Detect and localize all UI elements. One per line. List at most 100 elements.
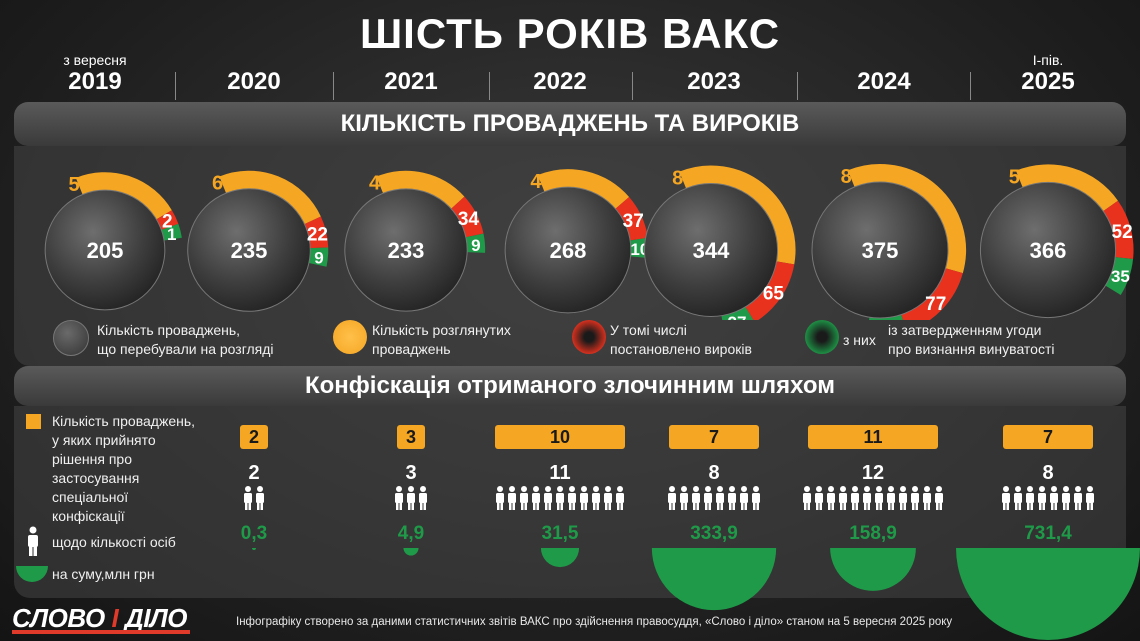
person-icon-leg: [840, 502, 843, 510]
person-icon: [852, 486, 858, 492]
person-icon-leg: [617, 502, 620, 510]
person-icon-leg: [509, 502, 512, 510]
person-icon: [28, 526, 38, 556]
person-icon-body: [815, 493, 823, 503]
person-icon-body: [419, 493, 427, 503]
verdicts-value: 2: [162, 212, 173, 233]
person-icon-leg: [753, 502, 756, 510]
verdicts-arc: [450, 196, 484, 238]
person-icon-body: [827, 493, 835, 503]
confiscation-chart: [244, 486, 1140, 640]
person-icon: [1015, 486, 1021, 492]
person-icon: [605, 486, 611, 492]
person-icon: [864, 486, 870, 492]
person-icon-leg: [879, 502, 882, 510]
person-icon: [1075, 486, 1081, 492]
person-icon-body: [668, 493, 676, 503]
person-icon: [581, 486, 587, 492]
person-icon-leg: [593, 502, 596, 510]
person-icon-leg: [705, 502, 708, 510]
person-icon-leg: [512, 502, 515, 510]
cases-arc-chart: 2055621235602292334834926849371034484652…: [44, 164, 1134, 320]
person-icon-body: [244, 493, 252, 503]
verdicts-arc: [304, 216, 329, 249]
considered-value: 49: [530, 171, 552, 193]
person-icon: [1063, 486, 1069, 492]
person-icon: [557, 486, 563, 492]
person-icons-2025: [1002, 486, 1094, 510]
total-value: 375: [862, 238, 899, 263]
person-icon-leg: [804, 502, 807, 510]
year-prefix: з вересня: [63, 52, 127, 68]
person-icon-body: [716, 493, 724, 503]
person-icon-body: [1050, 493, 1058, 503]
person-icon: [1039, 486, 1045, 492]
considered-value: 53: [1009, 167, 1031, 189]
verdicts-arc: [615, 197, 648, 241]
footer-logo: СЛОВО І ДІЛО: [12, 603, 188, 633]
person-icon: [497, 486, 503, 492]
legend-considered-swatch: [333, 320, 367, 354]
person-icon-leg: [807, 502, 810, 510]
year-label: 2021: [384, 68, 438, 95]
year-separator: [797, 72, 798, 100]
year-prefix: [809, 52, 959, 68]
person-icon-body: [395, 493, 403, 503]
person-icon-body: [923, 493, 931, 503]
sum-semicircle-2021: [403, 548, 419, 556]
person-icon-leg: [1027, 502, 1030, 510]
considered-value: 88: [841, 166, 863, 188]
person-icon: [533, 486, 539, 492]
person-icon: [396, 486, 402, 492]
verdicts-value: 65: [763, 284, 785, 305]
person-icon-body: [863, 493, 871, 503]
total-value: 344: [693, 238, 730, 263]
person-icon-leg: [596, 502, 599, 510]
person-icon-leg: [867, 502, 870, 510]
person-icon-body: [532, 493, 540, 503]
sum-semicircle-2022: [540, 548, 580, 568]
person-icon-leg: [1039, 502, 1042, 510]
year-label: 2020: [227, 68, 281, 95]
case-group-2024: 375 88 77 38: [811, 164, 967, 320]
cases-badge-2020: 2: [240, 425, 268, 449]
person-icon-body: [680, 493, 688, 503]
person-icon-leg: [1075, 502, 1078, 510]
person-icon-leg: [855, 502, 858, 510]
person-icon-leg: [399, 502, 402, 510]
person-icon: [681, 486, 687, 492]
year-separator: [175, 72, 176, 100]
considered-value: 84: [672, 168, 695, 190]
person-icon-body: [911, 493, 919, 503]
person-icon-leg: [912, 502, 915, 510]
total-circle: [187, 188, 311, 312]
year-2024: 2024: [809, 52, 959, 96]
person-icon: [840, 486, 846, 492]
person-icon: [669, 486, 675, 492]
person-icon: [1027, 486, 1033, 492]
persons-value-2024: 12: [861, 462, 885, 484]
person-icon-leg: [1015, 502, 1018, 510]
person-icon-leg: [545, 502, 548, 510]
total-value: 268: [550, 238, 587, 263]
person-icon: [521, 486, 527, 492]
verdicts-arc: [900, 267, 963, 320]
person-icon-body: [407, 493, 415, 503]
legend-verdicts-swatch: [572, 320, 606, 354]
sum-value-2023: 333,9: [690, 523, 738, 544]
person-icon-leg: [729, 502, 732, 510]
agreements-value: 35: [1111, 267, 1130, 286]
person-icon-leg: [497, 502, 500, 510]
person-icon-leg: [557, 502, 560, 510]
person-icon-leg: [819, 502, 822, 510]
person-icon-leg: [903, 502, 906, 510]
agreements-value: 27: [728, 313, 747, 320]
agreements-arc: [465, 233, 486, 253]
person-icon-leg: [924, 502, 927, 510]
person-icon-leg: [843, 502, 846, 510]
sum-semicircle-2023: [651, 548, 777, 611]
case-group-2020: 235 60 22 9: [187, 170, 329, 312]
agreements-arc: [630, 237, 649, 259]
person-icon-leg: [560, 502, 563, 510]
person-icon: [912, 486, 918, 492]
